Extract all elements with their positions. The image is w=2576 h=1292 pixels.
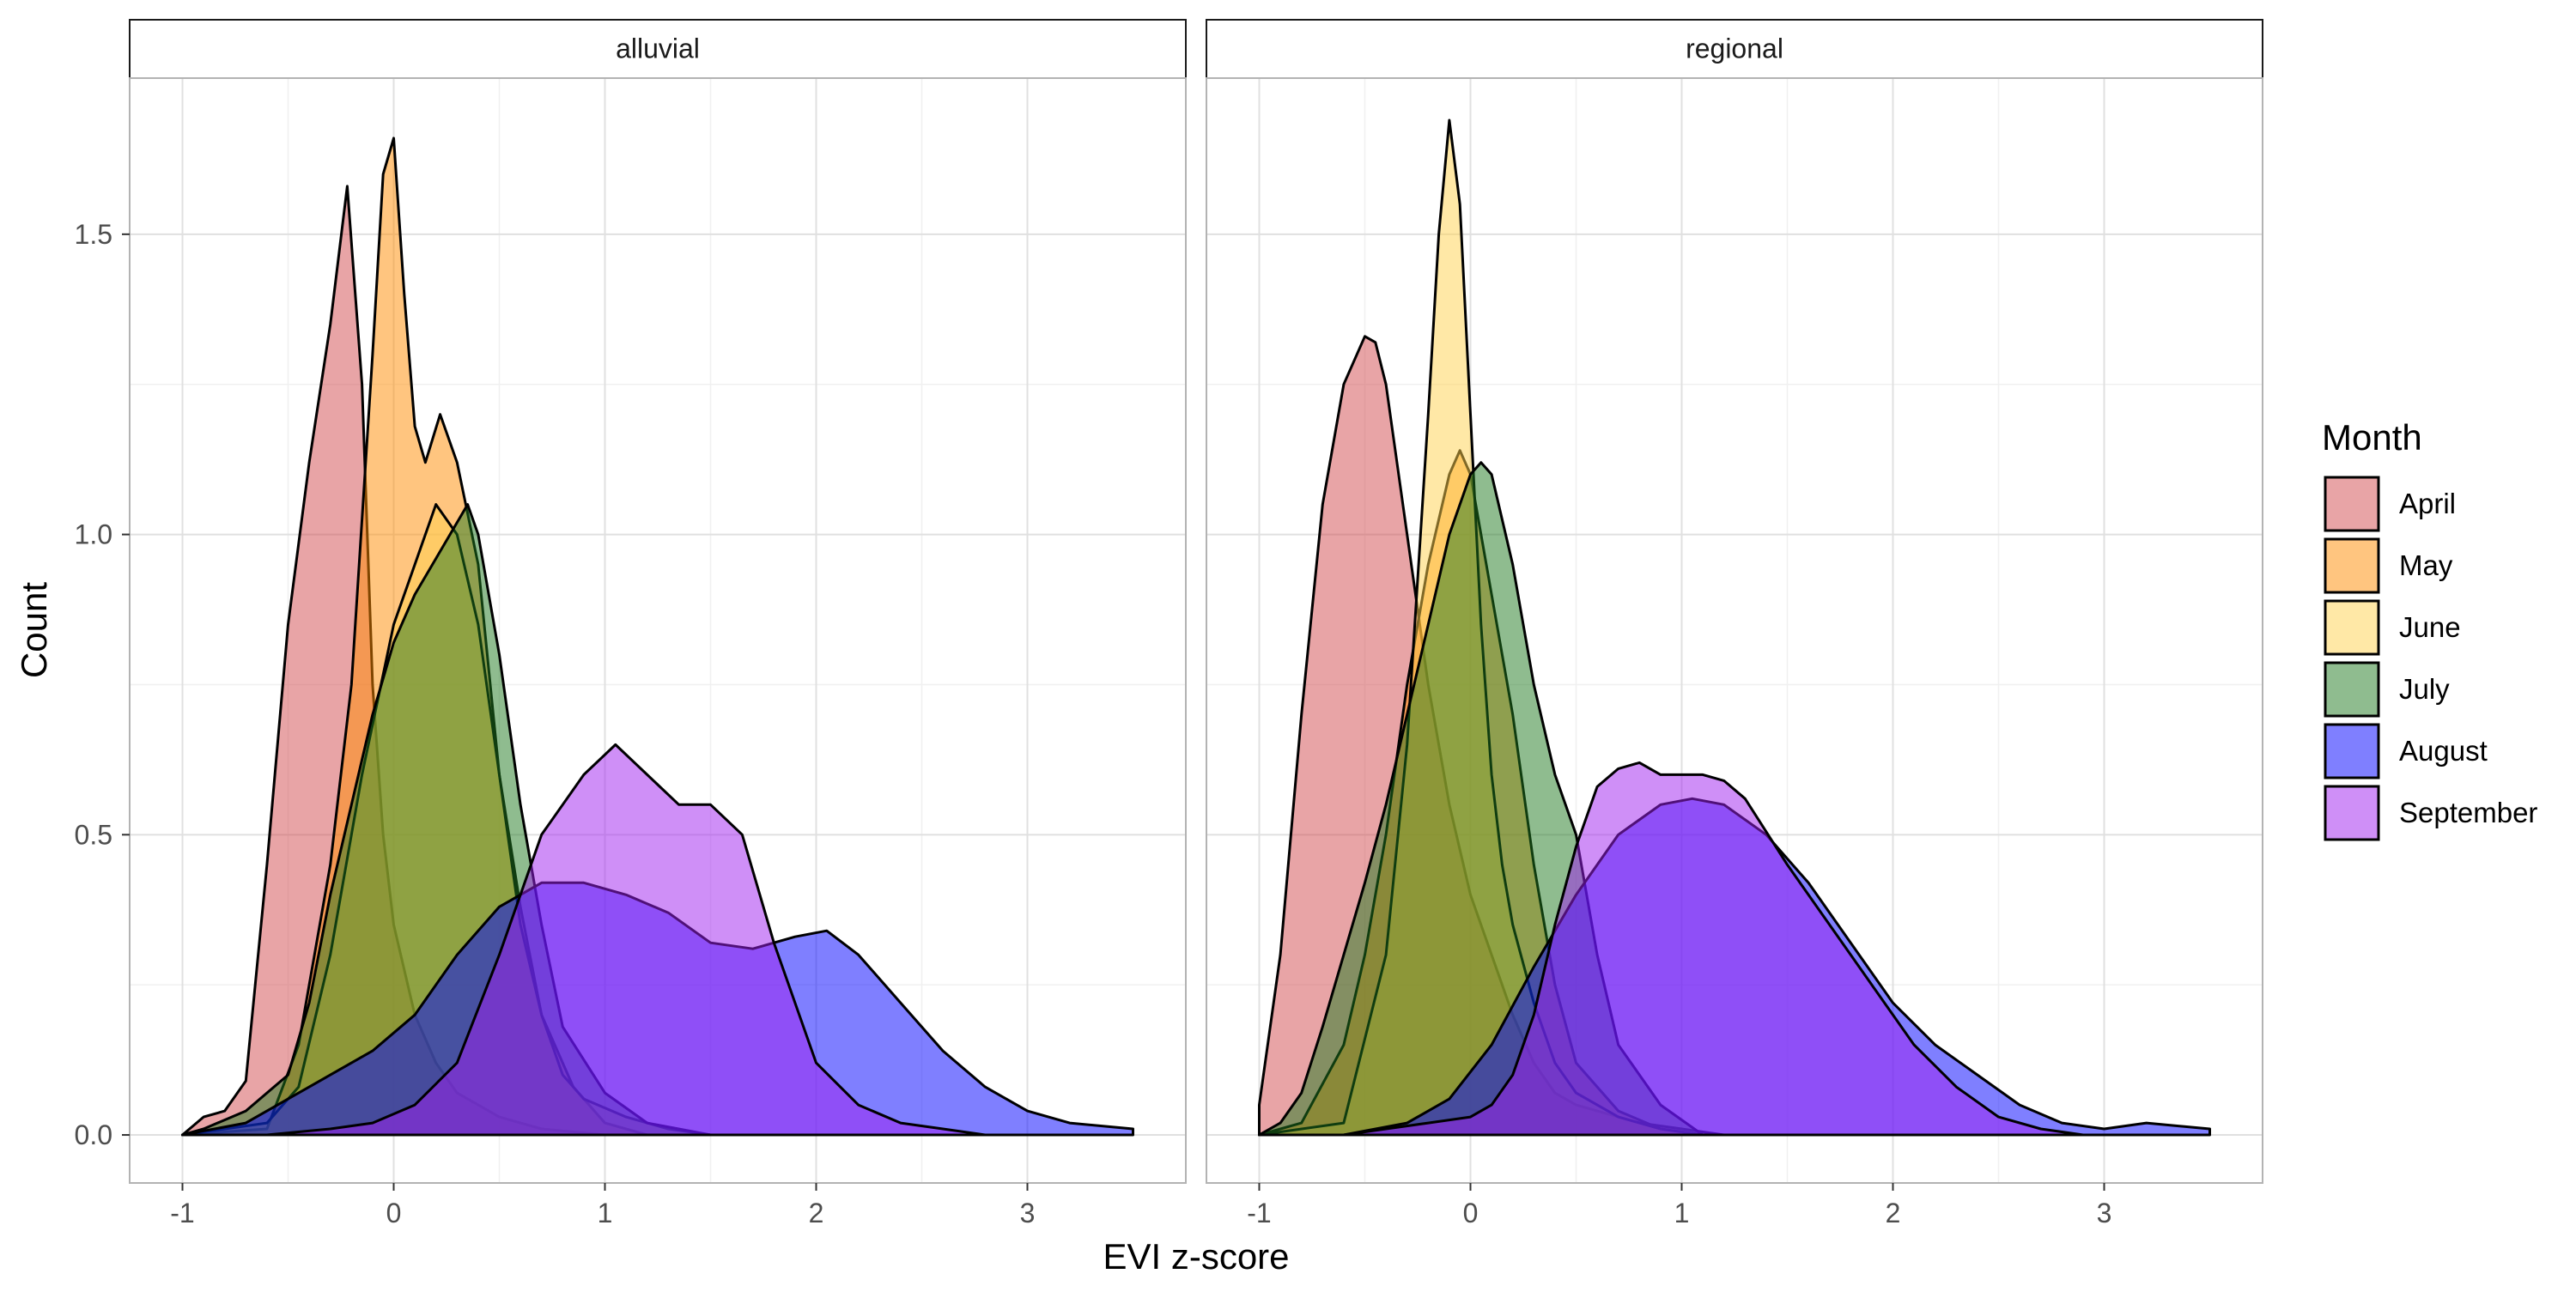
x-tick-label-alluvial: 3: [1020, 1198, 1036, 1228]
legend-title: Month: [2322, 417, 2422, 458]
legend-swatch-september: [2324, 785, 2380, 841]
x-tick-label-regional: 3: [2097, 1198, 2112, 1228]
panel-alluvial: alluvial -1 0 1 2 3: [129, 19, 1187, 1228]
panel-frame-regional: [1206, 77, 2263, 1184]
legend-label-may: May: [2399, 549, 2453, 581]
density-alluvial-september: [181, 743, 1029, 1137]
x-tick-label-regional: 2: [1886, 1198, 1901, 1228]
legend-swatch-april: [2324, 476, 2380, 532]
y-tick-label: 1.0: [75, 519, 112, 550]
legend-swatch-august: [2324, 723, 2380, 779]
legend-swatch-july: [2324, 661, 2380, 718]
panel-frame-alluvial: [129, 77, 1187, 1184]
x-ticks-regional: -1 0 1 2 3: [1247, 1183, 2111, 1228]
x-tick-label-regional: 1: [1674, 1198, 1690, 1228]
strip-label-regional: regional: [1686, 33, 1783, 64]
legend: Month April May June July August September: [2322, 417, 2537, 842]
strip-label-alluvial: alluvial: [616, 33, 700, 64]
x-tick-label-regional: 0: [1463, 1198, 1479, 1228]
legend-items: April May June July August September: [2323, 475, 2537, 842]
y-axis-title: Count: [14, 582, 54, 678]
y-tick-label: 0.5: [75, 819, 112, 850]
legend-label-april: April: [2399, 488, 2456, 519]
y-tick-label: 1.5: [75, 219, 112, 250]
x-tick-label-alluvial: 2: [809, 1198, 824, 1228]
legend-label-august: August: [2399, 735, 2488, 767]
y-tick-label: 0.0: [75, 1119, 112, 1150]
series-regional: [1258, 118, 2211, 1137]
x-axis-title: EVI z-score: [1103, 1236, 1289, 1277]
legend-label-june: June: [2399, 611, 2461, 643]
panel-regional: regional -1 0 1 2 3: [1206, 19, 2263, 1228]
legend-swatch-june: [2324, 599, 2380, 656]
legend-swatch-may: [2324, 537, 2380, 594]
x-tick-label-alluvial: 1: [598, 1198, 613, 1228]
x-ticks-alluvial: -1 0 1 2 3: [170, 1183, 1035, 1228]
strip-box-regional: [1206, 19, 2263, 79]
x-tick-label-alluvial: -1: [170, 1198, 194, 1228]
y-axis: 0.0 0.5 1.0 1.5: [75, 219, 130, 1150]
density-regional-september: [1258, 761, 2085, 1137]
strip-box-alluvial: [129, 19, 1187, 79]
x-tick-label-alluvial: 0: [386, 1198, 402, 1228]
x-tick-label-regional: -1: [1247, 1198, 1271, 1228]
legend-label-september: September: [2399, 797, 2537, 828]
series-alluvial: [181, 136, 1134, 1137]
legend-label-july: July: [2399, 673, 2450, 705]
